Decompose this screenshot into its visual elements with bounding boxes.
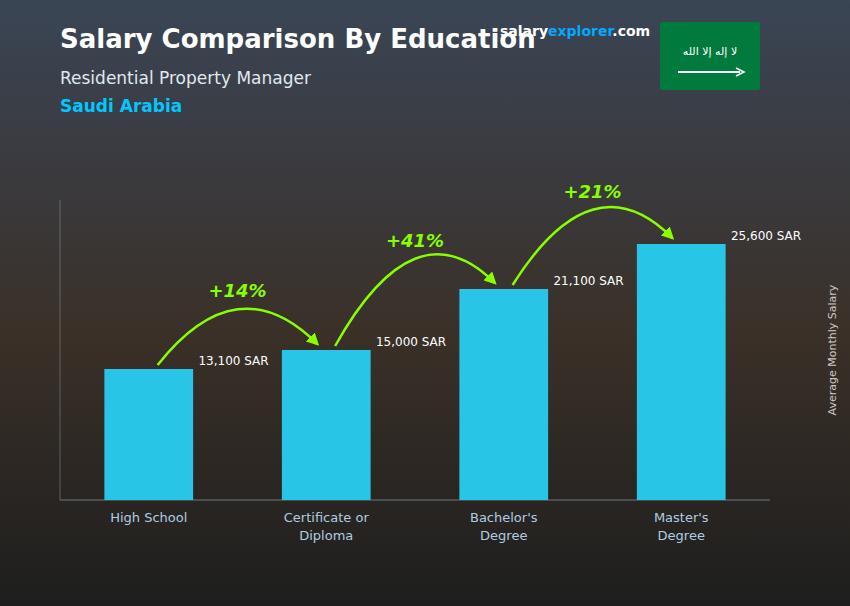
data-label: 13,100 SAR	[198, 354, 268, 368]
bar	[104, 369, 193, 500]
data-label: 25,600 SAR	[731, 229, 801, 243]
title: Salary Comparison By Education	[60, 24, 536, 54]
x-tick-label: Bachelor's Degree	[470, 510, 538, 543]
data-label: 21,100 SAR	[553, 274, 623, 288]
bar	[282, 350, 371, 500]
bar	[459, 289, 548, 500]
growth-label: +14%	[208, 280, 266, 301]
subtitle: Saudi Arabia	[60, 96, 182, 116]
x-tick-label-line: Degree	[480, 528, 527, 543]
x-tick-label-line: Master's	[654, 510, 709, 525]
flag-field	[660, 22, 760, 90]
chart: Salary Comparison By Education Residentia…	[0, 0, 850, 606]
watermark-part: explorer	[548, 23, 614, 39]
watermark-part: .com	[612, 23, 650, 39]
x-tick-label-line: Bachelor's	[470, 510, 538, 525]
page: {"chart_data": {"type": "bar", "title": …	[0, 0, 850, 606]
flag-sword	[678, 71, 740, 73]
x-tick-label: High School	[110, 510, 187, 525]
growth-label: +21%	[563, 181, 621, 202]
bars	[104, 244, 725, 500]
bar	[637, 244, 726, 500]
y-axis-line	[60, 200, 61, 500]
flag-sword-tip	[736, 68, 744, 76]
watermark-part: salary	[500, 23, 548, 39]
x-tick-label-line: High School	[110, 510, 187, 525]
x-tick-label: Certificate or Diploma	[284, 510, 370, 543]
x-tick-label-line: Degree	[658, 528, 705, 543]
subtitle: Residential Property Manager	[60, 68, 311, 88]
growth-arrow	[335, 254, 495, 346]
y-axis-label: Average Monthly Salary	[826, 284, 839, 415]
growth-arrows	[158, 207, 673, 365]
x-tick-label: Master's Degree	[654, 510, 709, 543]
flag-text: لا إله إلا الله	[683, 45, 737, 58]
flag: لا إله إلا الله	[660, 22, 760, 90]
watermark: salaryexplorer.com	[500, 23, 650, 39]
data-label: 15,000 SAR	[376, 335, 446, 349]
x-tick-label-line: Diploma	[299, 528, 353, 543]
growth-label: +41%	[386, 230, 444, 251]
x-tick-label-line: Certificate or	[284, 510, 370, 525]
